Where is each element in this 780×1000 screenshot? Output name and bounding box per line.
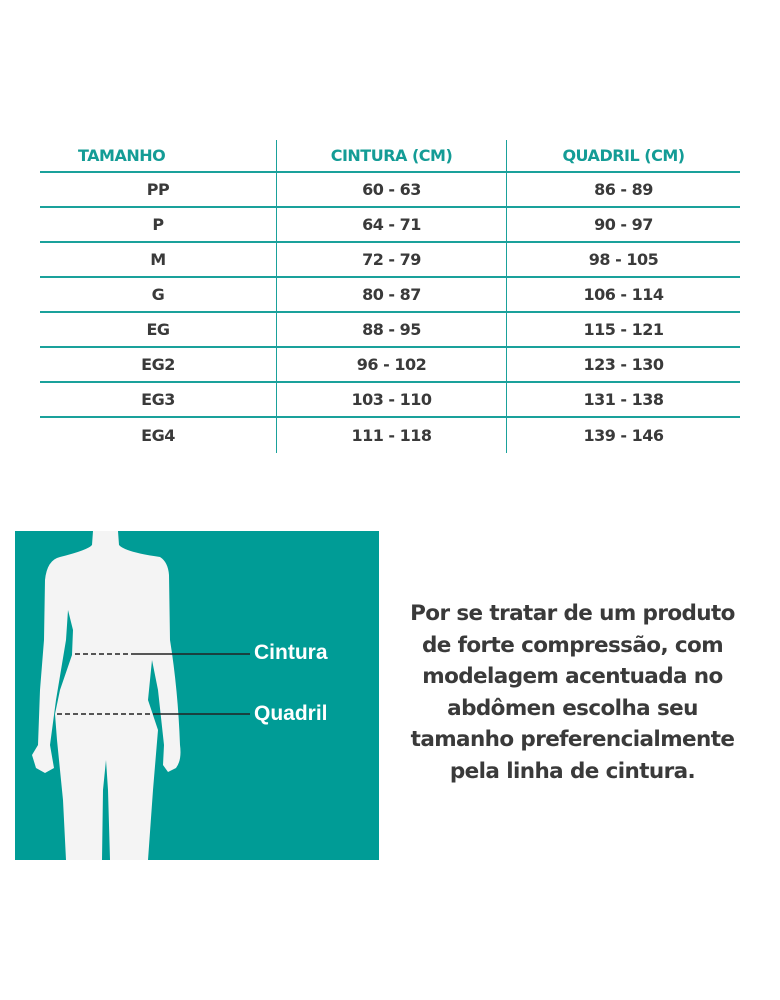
table-row: EG2 96 - 102 123 - 130: [40, 348, 740, 383]
table-row: PP 60 - 63 86 - 89: [40, 173, 740, 208]
size-table: TAMANHO CINTURA (CM) QUADRIL (CM) PP 60 -…: [40, 140, 740, 453]
waist-cell: 111 - 118: [277, 418, 507, 453]
waist-cell: 64 - 71: [277, 208, 507, 241]
size-cell: G: [40, 278, 277, 311]
size-cell: EG3: [40, 383, 277, 416]
header-hip: QUADRIL (CM): [562, 146, 685, 165]
waist-cell: 60 - 63: [277, 173, 507, 206]
waist-cell: 88 - 95: [277, 313, 507, 346]
hip-cell: 115 - 121: [583, 320, 664, 339]
size-cell: P: [40, 208, 277, 241]
header-size: TAMANHO: [40, 140, 277, 171]
hip-cell: 98 - 105: [588, 250, 659, 269]
waist-cell: 96 - 102: [277, 348, 507, 381]
hip-cell: 139 - 146: [583, 426, 664, 445]
hip-cell: 131 - 138: [583, 390, 664, 409]
table-row: EG4 111 - 118 139 - 146: [40, 418, 740, 453]
table-row: G 80 - 87 106 - 114: [40, 278, 740, 313]
size-cell: PP: [40, 173, 277, 206]
hip-cell: 86 - 89: [594, 180, 653, 199]
table-row: M 72 - 79 98 - 105: [40, 243, 740, 278]
table-row: EG 88 - 95 115 - 121: [40, 313, 740, 348]
table-header: TAMANHO CINTURA (CM) QUADRIL (CM): [40, 140, 740, 173]
hip-cell: 106 - 114: [583, 285, 664, 304]
size-cell: EG: [40, 313, 277, 346]
table-row: EG3 103 - 110 131 - 138: [40, 383, 740, 418]
size-cell: EG2: [40, 348, 277, 381]
size-cell: M: [40, 243, 277, 276]
hip-label: Quadril: [254, 702, 328, 725]
waist-label: Cintura: [254, 641, 328, 664]
header-waist: CINTURA (CM): [277, 140, 507, 171]
size-cell: EG4: [40, 418, 277, 453]
sizing-note: Por se tratar de um produto de forte com…: [410, 601, 735, 784]
waist-cell: 72 - 79: [277, 243, 507, 276]
table-row: P 64 - 71 90 - 97: [40, 208, 740, 243]
waist-cell: 103 - 110: [277, 383, 507, 416]
waist-cell: 80 - 87: [277, 278, 507, 311]
hip-cell: 90 - 97: [594, 215, 653, 234]
hip-cell: 123 - 130: [583, 355, 664, 374]
